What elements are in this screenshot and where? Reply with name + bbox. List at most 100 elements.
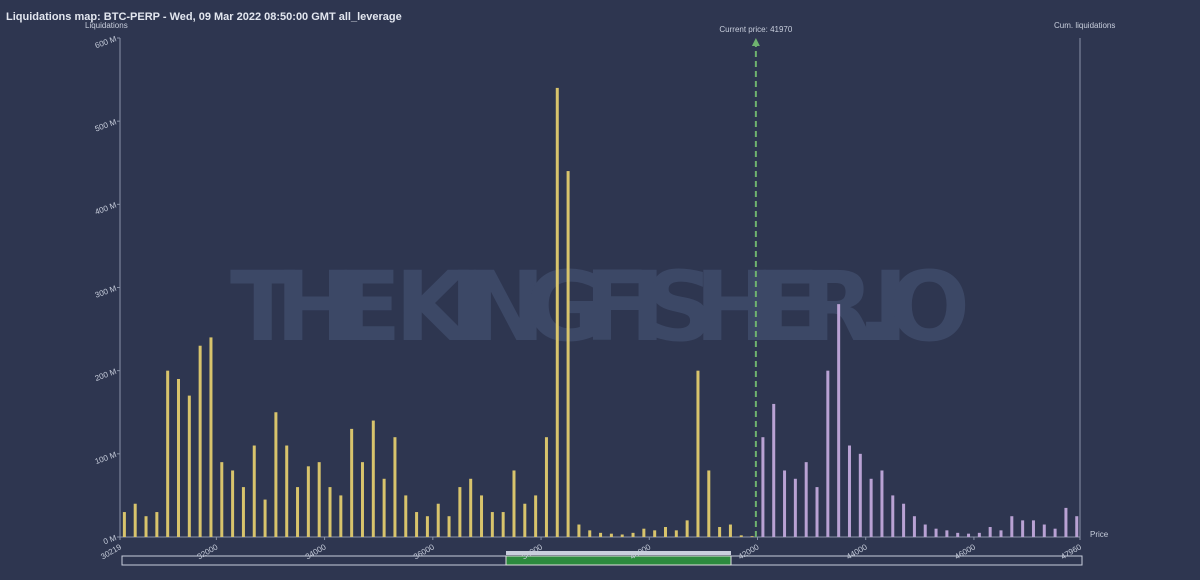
- bar: [653, 530, 657, 537]
- bar: [566, 171, 570, 538]
- bar: [436, 503, 440, 537]
- bar: [274, 412, 278, 537]
- bar: [718, 527, 722, 537]
- watermark: THE KINGFISHER.IO: [230, 251, 970, 363]
- bar: [339, 495, 343, 537]
- bar: [350, 428, 354, 537]
- bar: [317, 462, 321, 537]
- bar: [880, 470, 884, 537]
- bar: [609, 533, 613, 537]
- bar: [912, 516, 916, 537]
- bar: [263, 499, 267, 537]
- bar: [1021, 520, 1025, 537]
- bar: [847, 445, 851, 537]
- bar: [231, 470, 235, 537]
- bar: [804, 462, 808, 537]
- bar: [187, 395, 191, 537]
- bar: [750, 536, 754, 537]
- bar: [490, 512, 494, 537]
- bar: [728, 524, 732, 537]
- bar: [155, 512, 159, 537]
- bar: [923, 524, 927, 537]
- bar: [122, 512, 126, 537]
- bar: [945, 530, 949, 537]
- bar: [393, 437, 397, 537]
- bar: [988, 527, 992, 537]
- bar: [783, 470, 787, 537]
- bar: [1042, 524, 1046, 537]
- bar: [826, 370, 830, 537]
- bar: [252, 445, 256, 537]
- bar: [696, 370, 700, 537]
- bar: [934, 528, 938, 537]
- bar: [631, 532, 635, 537]
- bar: [967, 533, 971, 537]
- bar: [241, 487, 245, 537]
- bar: [858, 453, 862, 537]
- bar: [577, 524, 581, 537]
- bar: [133, 503, 137, 537]
- bar: [956, 532, 960, 537]
- y2-axis-label: Cum. liquidations: [1054, 21, 1115, 30]
- bar: [209, 337, 213, 537]
- chart-title: Liquidations map: BTC-PERP - Wed, 09 Mar…: [6, 11, 402, 23]
- bar: [404, 495, 408, 537]
- bar: [1064, 507, 1068, 537]
- bar: [501, 512, 505, 537]
- bar: [360, 462, 364, 537]
- bar: [447, 516, 451, 537]
- bar: [1010, 516, 1014, 537]
- bar: [620, 534, 624, 537]
- bar: [285, 445, 289, 537]
- bar: [999, 530, 1003, 537]
- range-handle[interactable]: [506, 551, 731, 555]
- bar: [306, 466, 310, 537]
- bar: [793, 478, 797, 537]
- bar: [1075, 516, 1079, 537]
- bar: [198, 345, 202, 537]
- bar: [739, 535, 743, 537]
- bar: [296, 487, 300, 537]
- bar: [371, 420, 375, 537]
- bar: [599, 532, 603, 537]
- bar: [977, 532, 981, 537]
- bar: [869, 478, 873, 537]
- bar: [166, 370, 170, 537]
- bar: [1053, 528, 1057, 537]
- bar: [220, 462, 224, 537]
- y-axis-label: Liquidations: [85, 21, 128, 30]
- y-tick-label: 0 M: [102, 533, 118, 546]
- bar: [902, 503, 906, 537]
- bar: [458, 487, 462, 537]
- bar: [555, 87, 559, 538]
- annotation: Current price: 41970: [719, 25, 792, 34]
- bar: [707, 470, 711, 537]
- current-price-arrow: [751, 38, 760, 46]
- bar: [642, 528, 646, 537]
- x-axis-label: Price: [1090, 530, 1109, 539]
- bar: [534, 495, 538, 537]
- bar: [685, 520, 689, 537]
- bar: [144, 516, 148, 537]
- bar: [815, 487, 819, 537]
- bar: [382, 478, 386, 537]
- bar: [588, 530, 592, 537]
- bar: [523, 503, 527, 537]
- bar: [761, 437, 765, 537]
- bar: [837, 304, 841, 537]
- bar: [1031, 520, 1035, 537]
- bar: [480, 495, 484, 537]
- bar: [891, 495, 895, 537]
- bar: [328, 487, 332, 537]
- bar: [176, 378, 180, 537]
- bar: [664, 527, 668, 537]
- bar: [544, 437, 548, 537]
- range-selection[interactable]: [505, 555, 732, 566]
- bar: [512, 470, 516, 537]
- bar: [425, 516, 429, 537]
- bar: [469, 478, 473, 537]
- bar: [674, 530, 678, 537]
- bar: [415, 512, 419, 537]
- bar: [772, 403, 776, 537]
